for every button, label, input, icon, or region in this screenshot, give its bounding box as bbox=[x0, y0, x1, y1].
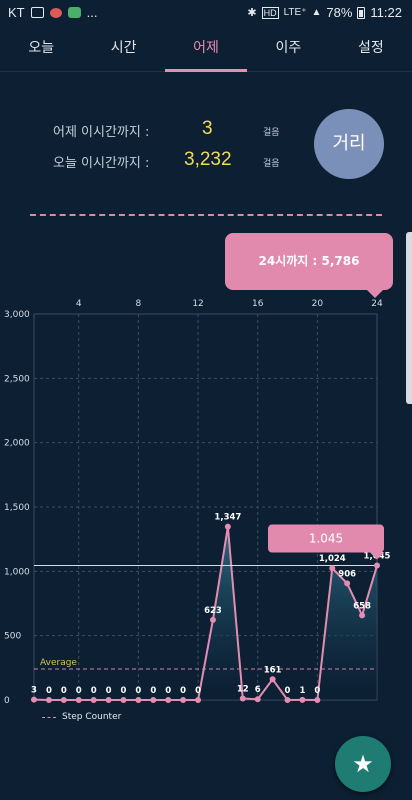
gallery-icon bbox=[30, 7, 44, 18]
data-label: 1 bbox=[299, 686, 305, 696]
signal-icon: ▲ bbox=[311, 7, 322, 18]
data-label: 0 bbox=[314, 686, 320, 696]
network-label: LTE⁺ bbox=[283, 7, 307, 18]
today-steps: 3,232 bbox=[184, 149, 232, 170]
y-tick-label: 1,500 bbox=[4, 503, 30, 513]
data-point bbox=[239, 695, 246, 702]
x-tick-label: 12 bbox=[192, 299, 203, 309]
data-point bbox=[150, 697, 157, 703]
data-point bbox=[299, 696, 306, 703]
data-label: 0 bbox=[195, 686, 201, 696]
carrier-label: KT bbox=[8, 5, 25, 20]
bluetooth-icon: ✱ bbox=[247, 7, 257, 19]
data-point bbox=[374, 562, 380, 569]
data-point bbox=[31, 696, 37, 703]
data-label: 0 bbox=[106, 686, 112, 696]
data-point bbox=[90, 697, 97, 703]
data-label: 623 bbox=[204, 606, 222, 616]
favorite-button[interactable]: ★ bbox=[335, 736, 391, 792]
legend-swatch bbox=[42, 716, 56, 718]
data-label: 0 bbox=[121, 686, 127, 696]
divider bbox=[30, 214, 382, 216]
data-point bbox=[45, 697, 52, 703]
tab-today[interactable]: 오늘 bbox=[28, 40, 55, 56]
data-point bbox=[269, 676, 276, 683]
legend-label: Step Counter bbox=[62, 712, 122, 722]
data-point bbox=[195, 697, 202, 703]
today-label: 오늘 이시간까지 : bbox=[53, 156, 150, 171]
battery-icon bbox=[357, 6, 366, 19]
tab-two-weeks[interactable]: 이주 bbox=[275, 40, 302, 56]
data-label: 0 bbox=[180, 686, 186, 696]
data-point bbox=[60, 697, 67, 703]
scroll-handle[interactable] bbox=[406, 232, 412, 404]
y-tick-label: 2,000 bbox=[4, 439, 30, 449]
x-tick-label: 16 bbox=[252, 299, 264, 309]
y-tick-label: 1,000 bbox=[4, 567, 30, 577]
chart-legend: Step Counter bbox=[42, 712, 121, 722]
y-tick-label: 500 bbox=[4, 632, 21, 642]
yesterday-label: 어제 이시간까지 : bbox=[53, 125, 150, 140]
data-point bbox=[284, 697, 291, 703]
star-icon: ★ bbox=[352, 750, 374, 778]
tab-bar: 오늘 시간 어제 이주 설정 bbox=[0, 26, 412, 72]
highlight-value: 1.045 bbox=[309, 532, 343, 546]
data-label: 1,024 bbox=[319, 554, 346, 564]
data-label: 6 bbox=[255, 685, 261, 695]
data-point bbox=[344, 580, 351, 587]
data-label: 0 bbox=[46, 686, 52, 696]
tab-settings[interactable]: 설정 bbox=[357, 40, 384, 56]
status-bar: KT ... ✱ HD LTE⁺ ▲ 78% 11:22 bbox=[0, 0, 412, 26]
data-label: 0 bbox=[91, 686, 97, 696]
y-tick-label: 3,000 bbox=[4, 310, 30, 320]
average-label: Average bbox=[40, 658, 77, 668]
hd-badge: HD bbox=[261, 6, 279, 19]
data-point bbox=[209, 616, 216, 623]
battery-percent: 78% bbox=[326, 5, 353, 20]
data-label: 3 bbox=[31, 686, 37, 696]
tab-yesterday[interactable]: 어제 bbox=[164, 26, 248, 72]
today-unit: 걸음 bbox=[263, 159, 280, 169]
clock: 11:22 bbox=[370, 5, 402, 20]
data-point bbox=[359, 612, 366, 619]
data-label: 0 bbox=[150, 686, 156, 696]
data-label: 0 bbox=[135, 686, 141, 696]
data-point bbox=[224, 523, 231, 530]
data-point bbox=[329, 565, 336, 572]
tab-hourly[interactable]: 시간 bbox=[110, 40, 137, 56]
data-label: 1,347 bbox=[214, 513, 241, 523]
yesterday-steps: 3 bbox=[202, 118, 213, 139]
x-tick-label: 20 bbox=[312, 299, 324, 309]
notification-icon bbox=[49, 7, 62, 18]
data-label: 0 bbox=[285, 686, 291, 696]
total-steps-bubble: 24시까지 : 5,786 bbox=[225, 233, 393, 298]
x-tick-label: 4 bbox=[76, 299, 82, 309]
data-label: 658 bbox=[353, 601, 371, 611]
yesterday-unit: 걸음 bbox=[263, 128, 280, 138]
highlight-bubble-tail bbox=[370, 552, 384, 560]
data-point bbox=[75, 697, 82, 703]
highlight-bubble bbox=[268, 524, 384, 553]
data-point bbox=[254, 696, 261, 703]
data-label: 161 bbox=[264, 665, 282, 675]
data-point bbox=[314, 697, 321, 703]
data-label: 0 bbox=[76, 686, 82, 696]
y-tick-label: 2,500 bbox=[4, 374, 30, 384]
data-point bbox=[180, 697, 187, 703]
data-label: 0 bbox=[165, 686, 171, 696]
x-tick-label: 8 bbox=[136, 299, 142, 309]
data-point bbox=[120, 697, 127, 703]
x-tick-label: 24 bbox=[371, 299, 383, 309]
app-icon bbox=[67, 7, 81, 18]
more-notifications: ... bbox=[86, 5, 98, 20]
distance-button[interactable]: 거리 bbox=[314, 109, 384, 179]
data-label: 12 bbox=[237, 684, 249, 694]
data-label: 906 bbox=[338, 569, 356, 579]
data-point bbox=[135, 697, 142, 703]
data-point bbox=[105, 697, 112, 703]
data-point bbox=[165, 697, 172, 703]
data-label: 0 bbox=[61, 686, 67, 696]
y-tick-label: 0 bbox=[4, 696, 10, 706]
